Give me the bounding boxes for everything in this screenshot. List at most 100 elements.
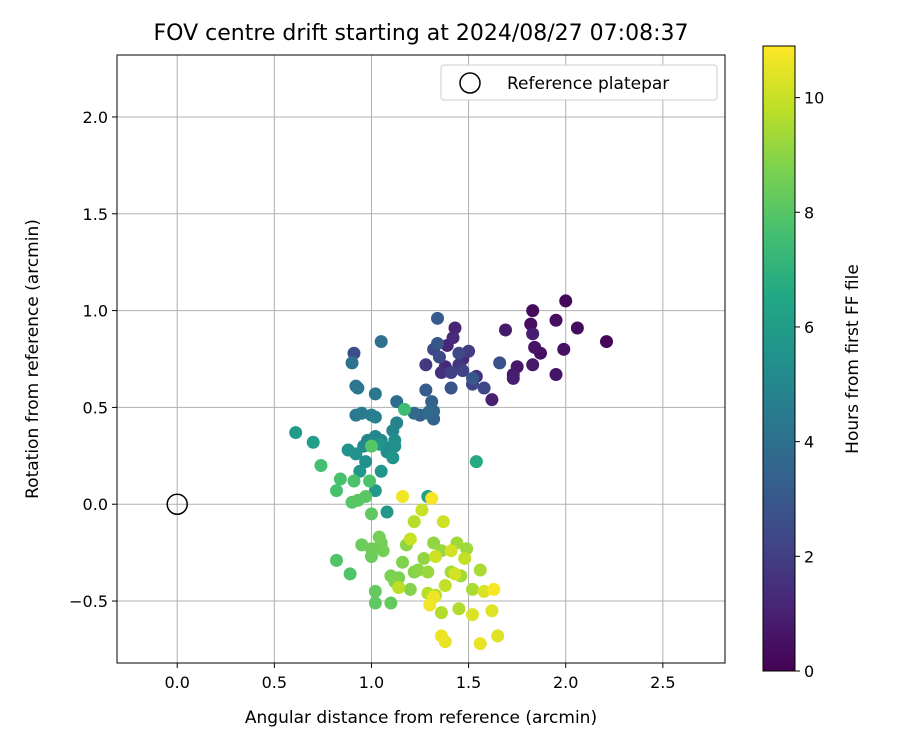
scatter-point (345, 356, 359, 370)
scatter-point (559, 294, 573, 308)
scatter-point (485, 604, 499, 618)
scatter-point (396, 489, 410, 503)
scatter-point (423, 598, 437, 612)
scatter-point (473, 563, 487, 577)
colorbar-tick-label: 6 (804, 318, 814, 337)
scatter-point (306, 435, 320, 449)
scatter-point (485, 393, 499, 407)
scatter-point (444, 366, 458, 380)
scatter-point (493, 356, 507, 370)
scatter-point (491, 629, 505, 643)
scatter-point (384, 596, 398, 610)
x-axis-label: Angular distance from reference (arcmin) (245, 708, 597, 728)
scatter-point (403, 582, 417, 596)
scatter-point (330, 484, 344, 498)
scatter-point (386, 424, 400, 438)
scatter-point (364, 439, 378, 453)
scatter-point (343, 567, 357, 581)
y-tick-label: 0.5 (83, 398, 108, 417)
y-tick-label: 2.0 (83, 108, 108, 127)
colorbar-tick-label: 0 (804, 662, 814, 681)
colorbar-tick-label: 10 (804, 89, 824, 108)
scatter-point (386, 451, 400, 465)
x-tick-label: 1.5 (456, 673, 481, 692)
legend-marker (459, 72, 481, 94)
colorbar-tick-label: 8 (804, 203, 814, 222)
scatter-point (374, 335, 388, 349)
x-tick-label: 2.5 (650, 673, 675, 692)
scatter-point (570, 321, 584, 335)
scatter-point (429, 550, 443, 564)
scatter-point (526, 358, 540, 372)
scatter-point (374, 464, 388, 478)
scatter-point (438, 579, 452, 593)
scatter-point (477, 381, 491, 395)
scatter-point (452, 602, 466, 616)
scatter-point (333, 472, 347, 486)
x-tick-label: 2.0 (553, 673, 578, 692)
scatter-point (432, 350, 446, 364)
scatter-point (330, 553, 344, 567)
scatter-point (289, 426, 303, 440)
scatter-point (469, 455, 483, 469)
scatter-point (364, 507, 378, 521)
scatter-point (487, 582, 501, 596)
scatter-point (462, 344, 476, 358)
scatter-point (477, 584, 491, 598)
scatter-point (444, 381, 458, 395)
scatter-points (289, 294, 614, 651)
scatter-point (425, 395, 439, 409)
y-tick-label: 0.0 (83, 495, 108, 514)
legend-label: Reference platepar (507, 74, 669, 94)
colorbar-label: Hours from first FF file (843, 264, 863, 454)
scatter-point (359, 489, 373, 503)
scatter-point (456, 364, 470, 378)
scatter-point (411, 563, 425, 577)
scatter-point (397, 402, 411, 416)
scatter-point (431, 337, 445, 351)
scatter-point (376, 544, 390, 558)
colorbar-tick-label: 4 (804, 433, 814, 452)
scatter-point (465, 582, 479, 596)
scatter-point (526, 327, 540, 341)
legend-box (440, 64, 718, 101)
scatter-point (446, 331, 460, 345)
scatter-point (419, 383, 433, 397)
legend: Reference platepar (440, 64, 718, 101)
scatter-point (407, 515, 421, 529)
scatter-point (347, 474, 361, 488)
scatter-point (421, 565, 435, 579)
scatter-point (448, 567, 462, 581)
y-tick-label: −0.5 (69, 592, 108, 611)
colorbar-ticks: 0 2 4 6 8 10 (795, 89, 824, 681)
y-axis-label: Rotation from reference (arcmin) (23, 219, 43, 499)
scatter-point (473, 637, 487, 651)
axis-ticks: 0.0 0.5 1.0 1.5 2.0 2.5 −0.5 0.0 0.5 1.0 1.5 2.0 (69, 108, 675, 692)
scatter-point (465, 371, 479, 385)
scatter-point (314, 458, 328, 472)
scatter-point (458, 551, 472, 565)
scatter-point (353, 464, 367, 478)
axes-frame (116, 54, 726, 664)
scatter-point (526, 304, 540, 318)
scatter-point (364, 542, 378, 556)
scatter-point (498, 323, 512, 337)
colorbar (762, 45, 796, 672)
grid (117, 55, 725, 663)
scatter-point (434, 629, 448, 643)
scatter-point (465, 608, 479, 622)
scatter-point (351, 381, 365, 395)
scatter-point (436, 515, 450, 529)
scatter-point (359, 455, 373, 469)
scatter-point (368, 484, 382, 498)
scatter-point (425, 491, 439, 505)
scatter-point (415, 503, 429, 517)
scatter-point (392, 580, 406, 594)
scatter-point (434, 366, 448, 380)
colorbar-tick-label: 2 (804, 547, 814, 566)
scatter-point (421, 406, 435, 420)
x-tick-label: 0.5 (262, 673, 287, 692)
scatter-point (368, 410, 382, 424)
scatter-point (347, 346, 361, 360)
scatter-point (448, 321, 462, 335)
